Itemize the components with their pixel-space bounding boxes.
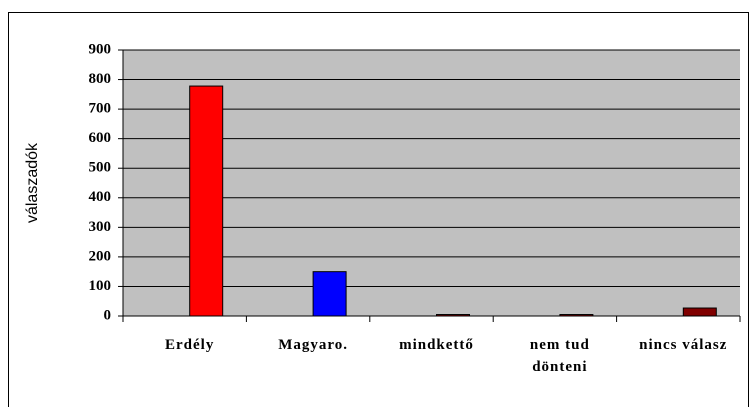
x-tick-label: Magyaro. xyxy=(278,337,348,353)
x-tick-label: nem tud dönteni xyxy=(529,337,590,375)
y-tick-label: 800 xyxy=(89,71,112,87)
x-tick-label: Erdély xyxy=(165,337,215,353)
y-tick-label: 0 xyxy=(104,307,112,323)
bar xyxy=(312,271,347,317)
y-tick-label: 200 xyxy=(89,248,112,264)
y-axis-label: válaszadók xyxy=(24,142,41,223)
y-tick-label: 500 xyxy=(89,160,112,176)
y-tick-label: 600 xyxy=(89,130,112,146)
bar xyxy=(189,85,224,317)
y-tick-label: 100 xyxy=(89,278,112,294)
x-tick-label: mindkettő xyxy=(399,337,474,353)
plot-area xyxy=(123,50,740,316)
y-tick-label: 400 xyxy=(89,189,112,205)
y-tick-label: 300 xyxy=(89,219,112,235)
y-tick-label: 700 xyxy=(89,101,112,117)
bar xyxy=(682,307,717,317)
y-tick-label: 900 xyxy=(89,41,112,57)
x-tick-label: nincs válasz xyxy=(639,337,728,353)
